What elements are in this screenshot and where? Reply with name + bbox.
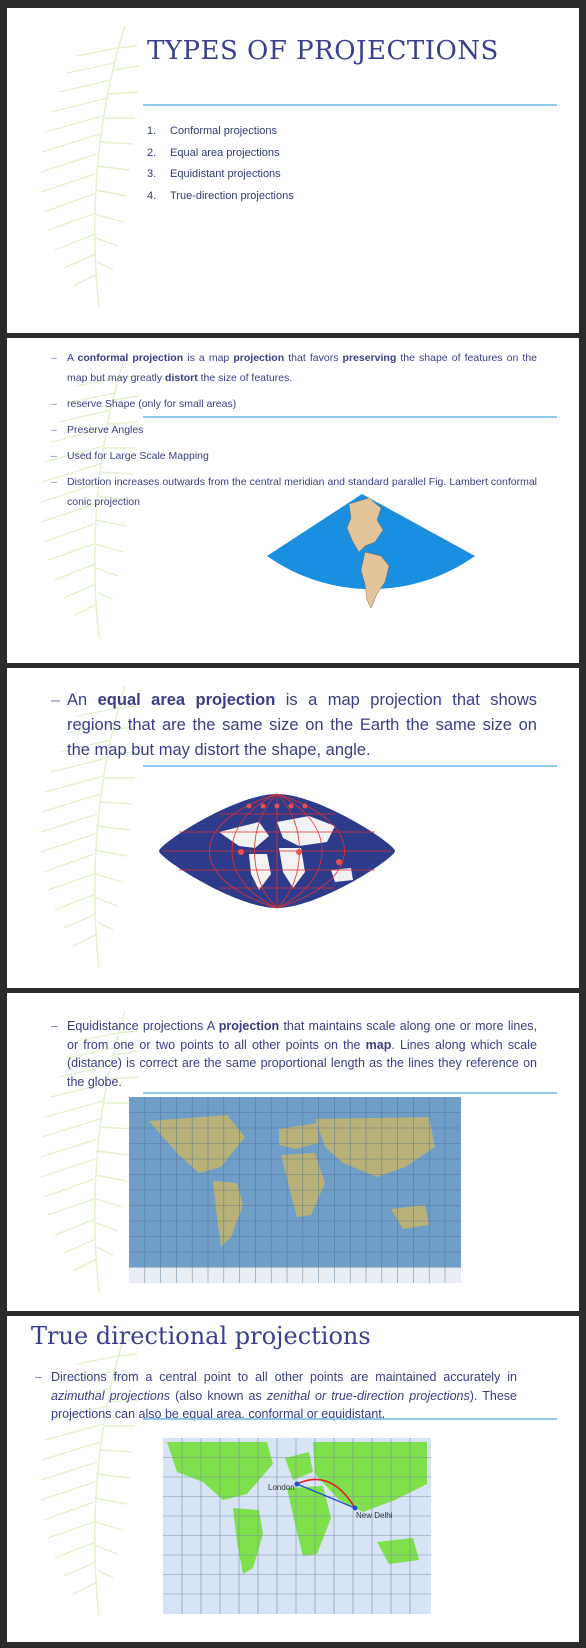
list-number: 2. [147,146,157,159]
slide-equal-area-projection: – An equal area projection is a map proje… [7,668,579,988]
text: Directions from a central point to all o… [51,1370,517,1384]
title-underline [143,104,557,106]
bullet-item: – Directions from a central point to all … [31,1368,517,1424]
bullet-item: – reserve Shape (only for small areas) [47,394,537,414]
list-number: 1. [147,125,157,137]
text: (also known as [170,1388,267,1403]
list-item: 3. Equidistant projections [147,168,294,190]
bullet-dash: – [51,352,57,364]
palm-frond-decoration [40,25,140,309]
text: the size of features. [197,372,293,384]
slide-true-directional-projections: True directional projections – Directions… [7,1316,579,1642]
slide-equidistant-projection: – Equidistance projections A projection t… [7,993,579,1311]
bullet-item: – An equal area projection is a map proje… [47,688,537,763]
projection-types-list: 1. Conformal projections 2. Equal area pro… [147,125,294,211]
equidistant-bullets: – Equidistance projections A projection t… [47,1017,537,1091]
equal-area-bullets: – An equal area projection is a map proje… [47,688,537,763]
italic-text: azimuthal projections [51,1388,171,1403]
bullet-item: – Distortion increases outwards from the … [47,472,537,512]
bold-text: projection [233,352,285,364]
bullet-item: – A conformal projection is a map project… [47,348,537,388]
text: ). These projections can also be equal a… [51,1388,517,1422]
list-text: Equidistant projections [170,168,281,180]
list-item: 2. Equal area projections [147,147,294,169]
conformal-bullets: – A conformal projection is a map project… [47,348,537,518]
text: reserve Shape (only for small areas) [67,398,237,410]
bold-text: projection [218,1019,280,1033]
text: the shape of features on the map but may… [67,352,537,384]
bullet-item: – Preserve Angles [47,420,537,440]
palm-frond-decoration [40,355,140,639]
slide-title: TYPES OF PROJECTIONS [147,36,499,66]
bullet-dash: – [51,424,57,436]
palm-frond-decoration [40,1333,140,1617]
text: Equidistance projections A [67,1019,219,1033]
sinusoidal-map [159,793,395,909]
text: An [67,691,98,709]
title-underline [143,1092,557,1094]
bold-text: conformal projection [77,352,184,364]
bold-text: distort [165,372,198,384]
bullet-item: – Used for Large Scale Mapping [47,446,537,466]
bullet-dash: – [51,398,57,410]
lambert-conic-map [267,494,475,609]
text: is a map [183,352,234,364]
list-item: 4. True-direction projections [147,190,294,212]
london-label: London [268,1483,295,1492]
bold-text: equal area projection [97,691,276,709]
text: A [67,352,78,364]
palm-frond-decoration [40,685,140,969]
text: . Lines along which scale (distance) is … [67,1037,537,1089]
text: that favors [284,352,343,364]
bullet-dash: – [35,1370,42,1384]
list-item: 1. Conformal projections [147,125,294,147]
list-number: 3. [147,168,157,180]
list-text: Conformal projections [170,125,277,137]
list-number: 4. [147,189,157,202]
bold-text: map [365,1037,392,1052]
new-delhi-label: New Delhi [356,1511,393,1520]
bullet-dash: – [51,450,57,462]
text: is a map projection that shows regions t… [67,691,537,759]
bullet-item: – Equidistance projections A projection t… [47,1017,537,1091]
palm-frond-decoration [40,1010,140,1294]
italic-text: zenithal or true-direction projections [266,1388,470,1403]
bullet-dash: – [51,1019,58,1033]
text: Used for Large Scale Mapping [67,450,209,462]
text: Distortion increases outwards from the c… [67,476,537,508]
title-underline [143,765,557,767]
bullet-dash: – [51,691,61,709]
title-underline [143,1418,557,1420]
direction-route-map: London New Delhi [163,1438,431,1614]
list-text: Equal area projections [170,146,280,159]
list-text: True-direction projections [170,189,294,202]
slide-conformal-projection: – A conformal projection is a map project… [7,338,579,663]
bullet-dash: – [51,476,57,488]
bold-text: preserving [342,352,397,364]
true-direction-bullets: – Directions from a central point to all … [31,1368,517,1424]
slide-title: True directional projections [31,1322,371,1350]
title-underline [143,416,557,418]
equirectangular-world-map [129,1097,461,1283]
slide-types-of-projections: TYPES OF PROJECTIONS 1. Conformal project… [7,8,579,333]
text: that maintains scale along one or more l… [67,1019,537,1052]
text: Preserve Angles [67,424,144,436]
